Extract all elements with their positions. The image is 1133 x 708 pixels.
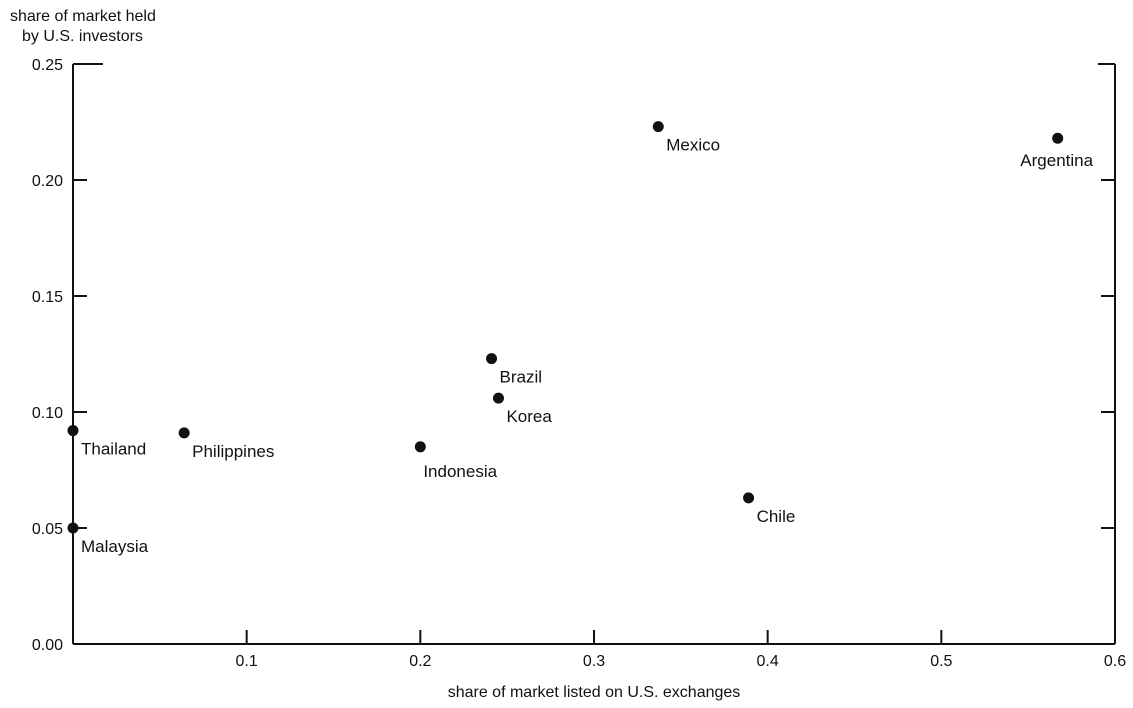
point-mexico xyxy=(652,121,664,133)
point-label-brazil: Brazil xyxy=(500,368,543,387)
point-label-thailand: Thailand xyxy=(81,440,146,459)
x-axis-title: share of market listed on U.S. exchanges xyxy=(448,684,741,701)
point-label-mexico: Mexico xyxy=(666,136,720,155)
point-label-korea: Korea xyxy=(506,407,552,426)
point-label-argentina: Argentina xyxy=(1020,151,1093,170)
x-tick-label: 0.6 xyxy=(1104,653,1126,670)
x-tick-label: 0.1 xyxy=(236,653,258,670)
y-tick-label: 0.25 xyxy=(32,57,63,74)
y-tick-label: 0.00 xyxy=(32,637,63,654)
point-label-malaysia: Malaysia xyxy=(81,537,149,556)
data-points: Mexico Argentina Brazil Korea Indonesia Chile… xyxy=(67,121,1094,556)
y-axis-title-line-2: by U.S. investors xyxy=(22,28,143,45)
y-tick-label: 0.15 xyxy=(32,289,63,306)
x-tick-label: 0.3 xyxy=(583,653,605,670)
x-tick-label: 0.4 xyxy=(757,653,779,670)
y-tick-label: 0.05 xyxy=(32,521,63,538)
point-malaysia xyxy=(67,522,79,534)
axes-frame xyxy=(72,63,1116,645)
point-argentina xyxy=(1052,132,1064,144)
x-tick-label: 0.2 xyxy=(409,653,431,670)
point-label-indonesia: Indonesia xyxy=(423,462,497,481)
point-brazil xyxy=(486,353,498,365)
point-indonesia xyxy=(414,441,426,453)
point-label-chile: Chile xyxy=(757,507,796,526)
point-label-philippines: Philippines xyxy=(192,442,274,461)
x-axis-ticks: 0.1 0.2 0.3 0.4 0.5 0.6 xyxy=(236,630,1126,670)
point-thailand xyxy=(67,425,79,437)
x-tick-label: 0.5 xyxy=(930,653,952,670)
y-axis-title-line-1: share of market held xyxy=(10,8,156,25)
y-axis-ticks: 0.00 0.05 0.10 0.15 0.20 0.25 xyxy=(32,57,1115,654)
point-philippines xyxy=(178,427,190,439)
y-tick-label: 0.10 xyxy=(32,405,63,422)
point-chile xyxy=(743,492,755,504)
y-tick-label: 0.20 xyxy=(32,173,63,190)
point-korea xyxy=(492,392,504,404)
